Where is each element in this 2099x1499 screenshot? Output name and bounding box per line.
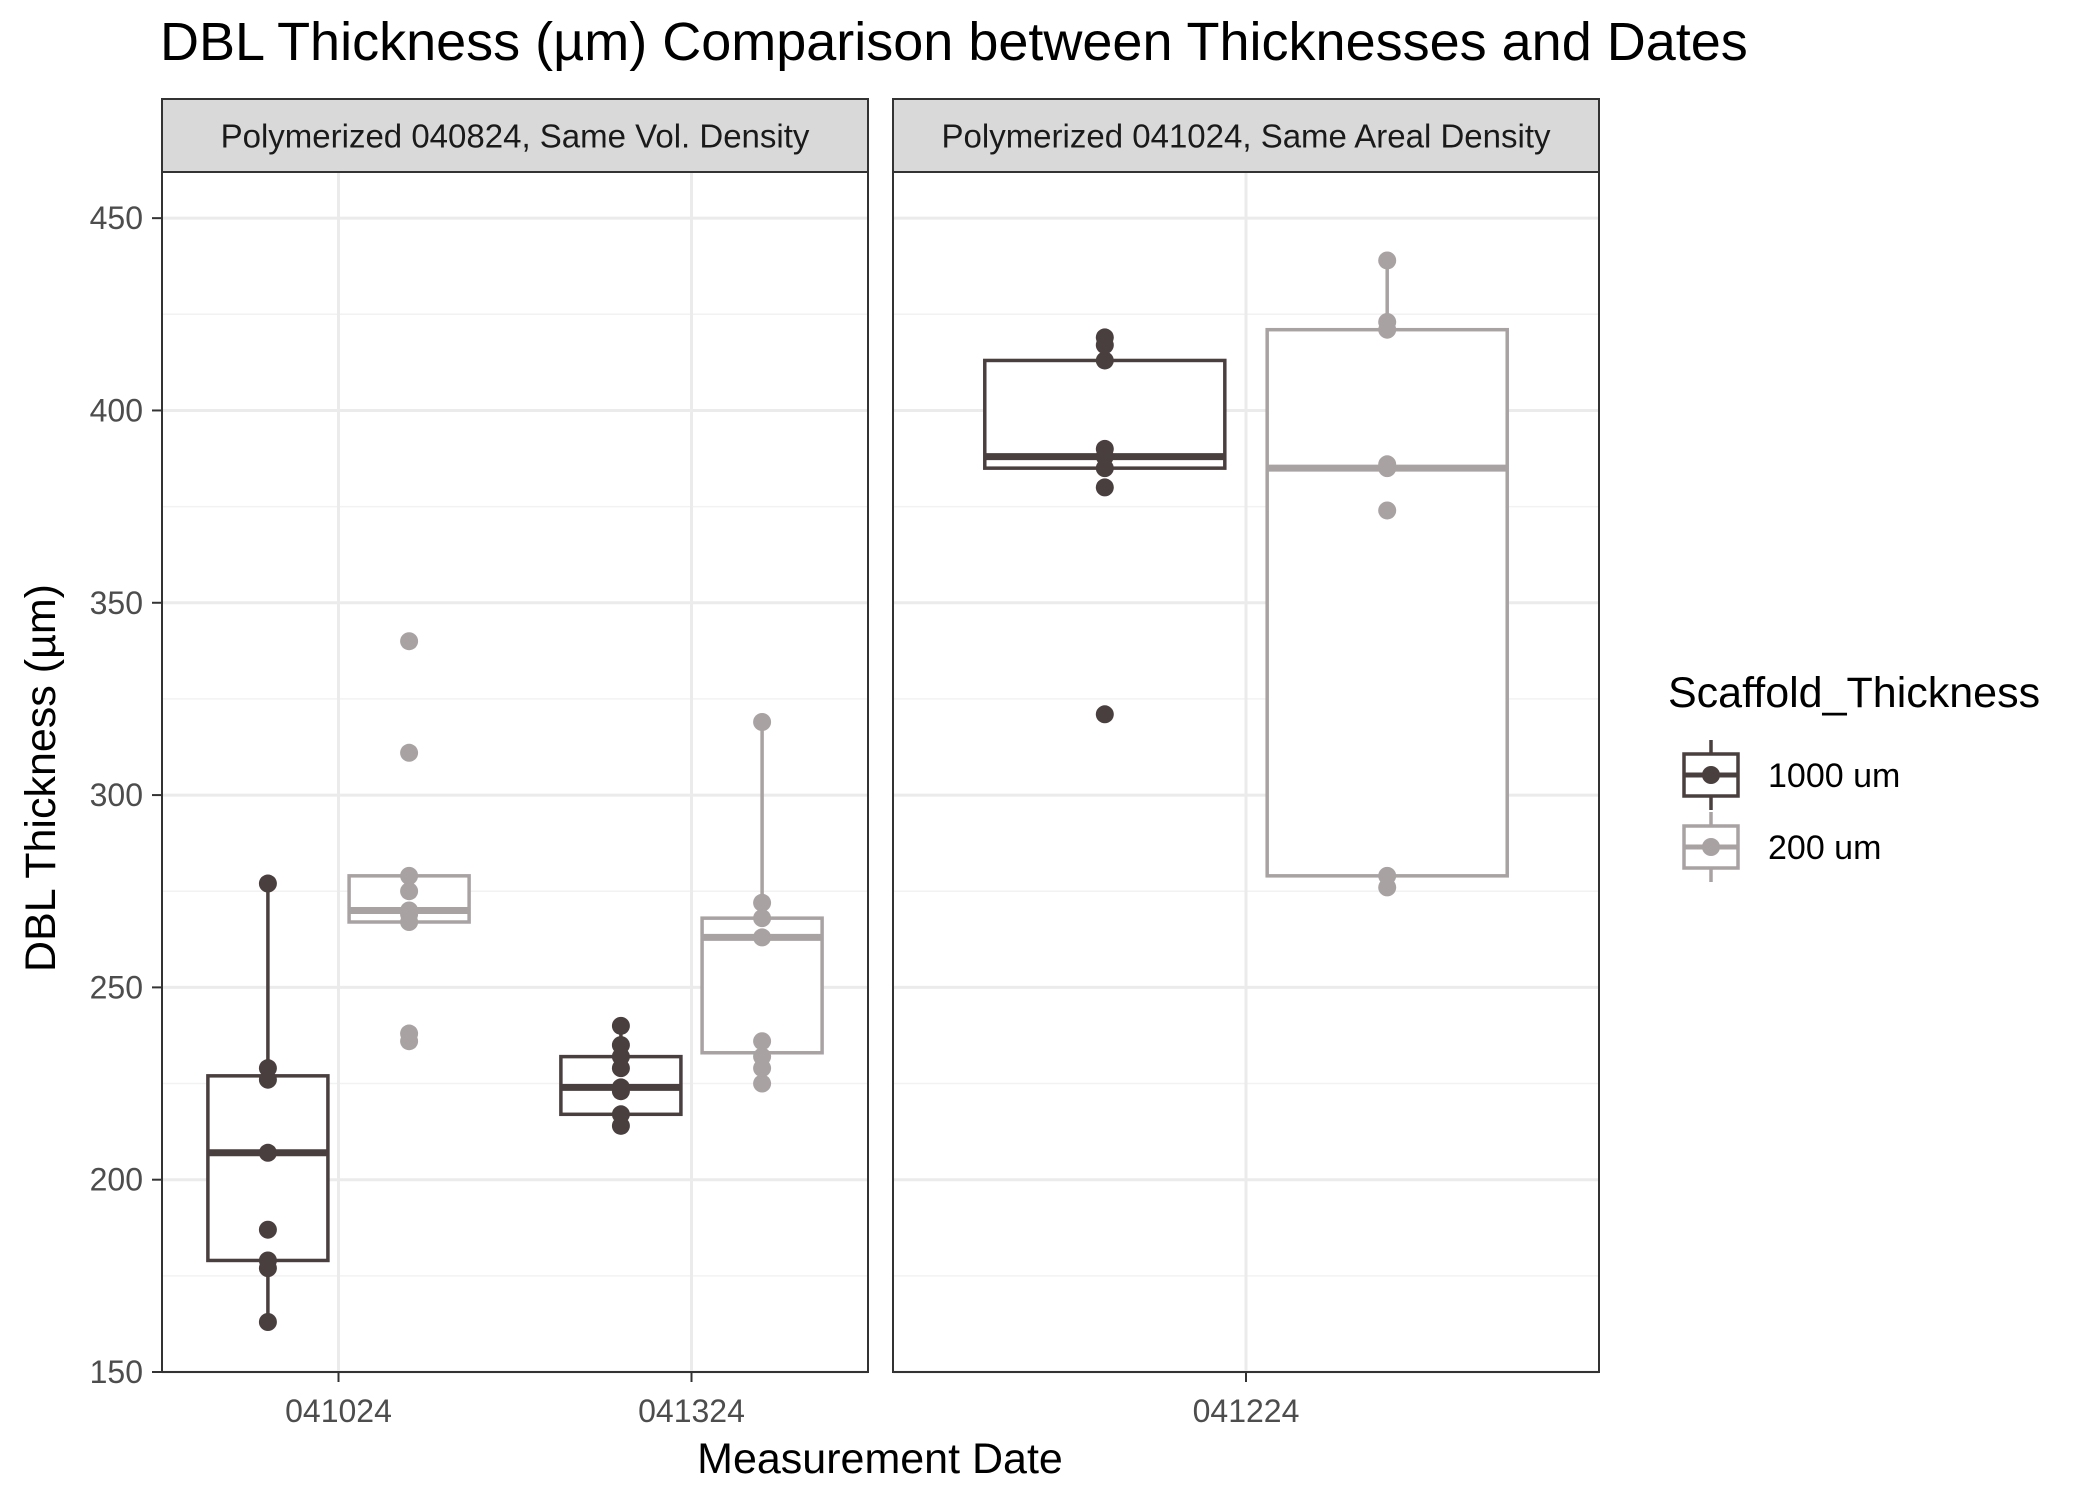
facet-strip	[161, 98, 869, 173]
y-tick-label: 350	[90, 585, 143, 621]
data-point	[400, 866, 419, 885]
data-point	[400, 901, 419, 920]
data-point	[1378, 866, 1397, 885]
data-point	[1378, 501, 1397, 520]
x-axis-title: Measurement Date	[697, 1435, 1063, 1483]
x-tick-label: 041024	[285, 1393, 392, 1429]
data-point	[400, 632, 419, 651]
y-tick-label: 150	[90, 1354, 143, 1390]
data-point	[400, 743, 419, 762]
data-point	[753, 928, 772, 947]
data-point	[753, 893, 772, 912]
facet-panel: Polymerized 041024, Same Areal Density 04…	[892, 98, 1600, 1429]
data-point	[1095, 705, 1114, 724]
data-point	[611, 1078, 630, 1097]
data-point	[1095, 478, 1114, 497]
data-point	[1095, 328, 1114, 347]
legend: Scaffold_Thickness 1000 um 200 um	[1668, 669, 2040, 882]
box	[1265, 327, 1509, 878]
data-point	[400, 882, 419, 901]
data-point	[1378, 455, 1397, 474]
data-point	[611, 1105, 630, 1124]
box-group	[206, 874, 330, 1331]
data-point	[258, 1251, 277, 1270]
data-point	[611, 1036, 630, 1055]
data-point	[753, 1074, 772, 1093]
legend-item: 1000 um	[1682, 740, 1900, 810]
legend-item: 200 um	[1682, 812, 1881, 882]
data-point	[258, 1059, 277, 1078]
data-point	[258, 1143, 277, 1162]
data-point	[611, 1016, 630, 1035]
facet-strip-label: Polymerized 040824, Same Vol. Density	[221, 118, 810, 155]
legend-label: 1000 um	[1768, 757, 1900, 795]
data-point	[1095, 439, 1114, 458]
data-point	[753, 1032, 772, 1051]
y-tick-label: 400	[90, 392, 143, 428]
facet-panels: Polymerized 040824, Same Vol. Density 041…	[161, 98, 1600, 1429]
data-point	[258, 874, 277, 893]
chart-title: DBL Thickness (µm) Comparison between Th…	[160, 12, 1748, 72]
facet-strip-label: Polymerized 041024, Same Areal Density	[942, 118, 1551, 155]
x-tick-label: 041324	[638, 1393, 745, 1429]
legend-label: 200 um	[1768, 829, 1881, 867]
y-tick-label: 200	[90, 1162, 143, 1198]
facet-panel: Polymerized 040824, Same Vol. Density 041…	[161, 98, 869, 1429]
legend-key-point	[1702, 838, 1720, 856]
y-axis-title: DBL Thickness (µm)	[17, 584, 65, 972]
data-point	[1378, 313, 1397, 331]
y-axis: 150 200 250 300 350 400 450	[90, 200, 162, 1390]
box-group	[983, 328, 1227, 724]
legend-key-point	[1702, 766, 1720, 784]
y-tick-label: 250	[90, 969, 143, 1005]
data-point	[258, 1313, 277, 1331]
data-point	[258, 1220, 277, 1239]
data-point	[1095, 351, 1114, 370]
data-point	[753, 909, 772, 928]
y-tick-label: 300	[90, 777, 143, 813]
box-group	[1265, 251, 1509, 897]
box-group	[559, 1016, 683, 1135]
data-point	[753, 713, 772, 731]
y-tick-label: 450	[90, 200, 143, 236]
data-point	[400, 1024, 419, 1043]
x-tick-label: 041224	[1193, 1393, 1300, 1429]
data-point	[1378, 251, 1397, 270]
box-group	[700, 713, 824, 1093]
facet-strip	[892, 98, 1600, 173]
box-group	[347, 632, 471, 1051]
legend-title: Scaffold_Thickness	[1668, 669, 2040, 717]
data-point	[753, 1047, 772, 1066]
